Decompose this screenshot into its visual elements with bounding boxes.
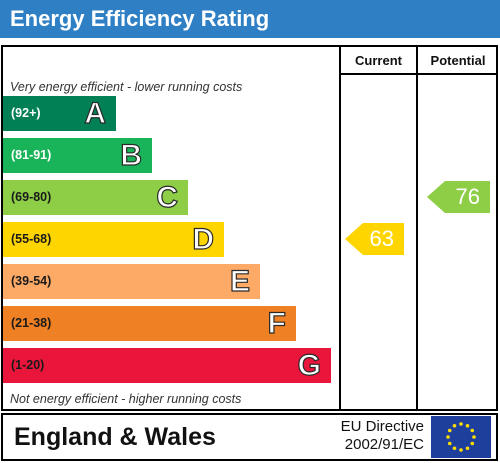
eu-star-icon (470, 428, 475, 433)
eu-star-icon (459, 422, 463, 426)
region-label: England & Wales (14, 423, 216, 451)
band-letter: E (229, 264, 250, 298)
title-bar: Energy Efficiency Rating (0, 0, 500, 38)
column-divider-current (339, 45, 341, 411)
band-range-label: (1-20) (11, 358, 45, 372)
band-f: (21-38) F (3, 306, 296, 341)
band-range-label: (81-91) (11, 148, 52, 162)
directive-line-2: 2002/91/EC (344, 436, 424, 453)
eu-star-icon (446, 435, 450, 439)
eu-star-icon (452, 446, 457, 451)
band-letter: B (120, 138, 143, 172)
eu-star-icon (459, 448, 463, 452)
column-divider-potential (416, 45, 418, 411)
band-range-label: (69-80) (11, 190, 52, 204)
band-letter: F (267, 306, 287, 340)
band-g: (1-20) G (3, 348, 331, 383)
rating-chart-frame (1, 45, 498, 411)
band-letter: A (84, 96, 107, 130)
potential-rating-value: 76 (455, 184, 480, 209)
eu-star-icon (447, 428, 452, 433)
band-range-label: (39-54) (11, 274, 52, 288)
chart-title: Energy Efficiency Rating (10, 6, 270, 31)
band-d: (55-68) D (3, 222, 224, 257)
band-range-label: (92+) (11, 106, 41, 120)
band-b: (81-91) B (3, 138, 152, 173)
band-range-label: (21-38) (11, 316, 52, 330)
directive-line-1: EU Directive (340, 418, 424, 435)
eu-star-icon (447, 441, 452, 446)
column-header-divider (341, 73, 498, 75)
band-a: (92+) A (3, 96, 116, 131)
eu-star-icon (452, 423, 457, 428)
footer-frame (1, 413, 498, 461)
top-note: Very energy efficient - lower running co… (10, 80, 243, 94)
band-range-label: (55-68) (11, 232, 52, 246)
potential-column-header: Potential (430, 53, 486, 68)
bottom-note: Not energy efficient - higher running co… (10, 392, 242, 406)
eu-flag-icon (431, 416, 491, 458)
band-c: (69-80) C (3, 180, 188, 215)
band-letter: C (156, 180, 179, 214)
band-letter: D (192, 222, 215, 256)
current-column-header: Current (355, 53, 402, 68)
eu-star-icon (465, 423, 470, 428)
eu-star-icon (465, 446, 470, 451)
band-letter: G (297, 348, 322, 382)
band-e: (39-54) E (3, 264, 260, 299)
current-rating-value: 63 (369, 226, 394, 251)
eu-star-icon (472, 435, 476, 439)
eu-star-icon (470, 441, 475, 446)
